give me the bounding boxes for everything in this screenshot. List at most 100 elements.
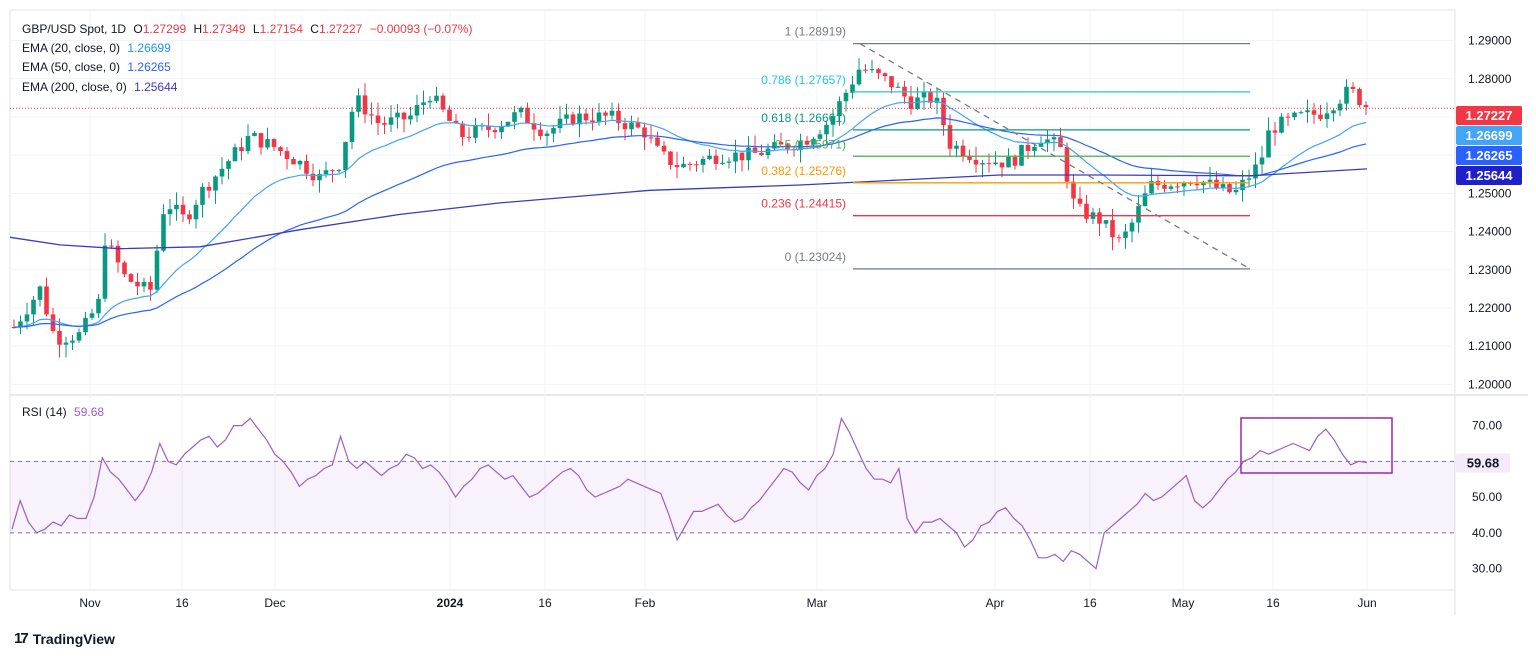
candle-body — [382, 123, 387, 125]
candle-body — [1357, 89, 1362, 106]
fib-level-label: 0.786 (1.27657) — [761, 73, 846, 87]
tradingview-brand[interactable]: 17 TradingView — [14, 630, 115, 647]
candle-body — [616, 110, 621, 124]
candle-body — [252, 133, 257, 136]
candle-body — [544, 133, 550, 136]
candle-body — [226, 161, 231, 169]
candle-body — [1019, 144, 1024, 166]
time-tick-label: Jun — [1357, 596, 1376, 610]
candle-body — [1162, 184, 1167, 189]
candle-body — [492, 130, 498, 133]
candle-body — [1272, 130, 1278, 133]
candle-body — [421, 102, 426, 106]
candle-body — [50, 314, 56, 331]
candle-body — [707, 155, 712, 159]
candle-body — [661, 145, 667, 152]
candle-body — [135, 281, 140, 287]
candle-body — [772, 142, 777, 149]
candle-body — [1233, 190, 1239, 193]
rsi-label: RSI (14) — [22, 405, 67, 419]
candle-body — [447, 109, 452, 121]
candle-body — [1084, 203, 1089, 219]
price-tick-label: 1.29000 — [1468, 34, 1512, 48]
candle-body — [76, 332, 82, 341]
candle-body — [24, 314, 30, 322]
candle-body — [206, 186, 212, 191]
time-tick-label: Apr — [986, 596, 1005, 610]
time-tick-label: May — [1172, 596, 1195, 610]
candle-body — [830, 116, 836, 125]
candle-body — [635, 122, 641, 128]
low-label: L — [252, 22, 260, 36]
candle-body — [869, 69, 875, 71]
candle-body — [811, 138, 816, 145]
candle-body — [336, 169, 342, 171]
candle-body — [122, 262, 127, 275]
candle-body — [1097, 212, 1102, 224]
candle-body — [531, 123, 537, 130]
candle-body — [37, 286, 43, 300]
candle-body — [1350, 86, 1356, 90]
ema200-value: 1.25644 — [134, 80, 178, 94]
candle-body — [622, 123, 628, 130]
candle-body — [388, 117, 394, 125]
candle-body — [837, 101, 842, 117]
rsi-value: 59.68 — [74, 405, 105, 419]
candle-body — [960, 145, 966, 157]
candle-body — [1006, 156, 1011, 168]
candle-body — [1298, 112, 1304, 114]
candle-body — [265, 139, 270, 148]
candle-body — [343, 141, 348, 170]
ema50-price-tag: 1.26265 — [1466, 148, 1513, 163]
candle-body — [278, 147, 283, 152]
candle-body — [993, 162, 998, 165]
time-tick-label: 16 — [1083, 596, 1097, 610]
time-tick-label: Feb — [635, 596, 656, 610]
candle-body — [876, 69, 881, 74]
candle-body — [1214, 179, 1219, 188]
candle-body — [687, 163, 693, 165]
candle-body — [317, 174, 322, 181]
candle-body — [284, 151, 290, 159]
candle-body — [245, 135, 251, 152]
high-value: 1.27349 — [202, 22, 246, 36]
candle-body — [1246, 178, 1252, 180]
candle-body — [1337, 103, 1343, 111]
ema200-price-tag-bg — [1456, 166, 1522, 185]
candle-body — [1025, 144, 1031, 151]
ema50-price-tag-bg — [1456, 146, 1522, 165]
fib-level-label: 1 (1.28919) — [785, 25, 846, 39]
candle-body — [1064, 147, 1070, 182]
time-tick-label: Mar — [807, 596, 828, 610]
candle-body — [148, 282, 153, 290]
candle-body — [863, 69, 868, 71]
candle-body — [239, 147, 244, 152]
price-tick-label: 1.25000 — [1468, 186, 1512, 200]
candle-body — [44, 286, 49, 315]
candle-body — [798, 140, 803, 151]
candle-body — [752, 147, 758, 153]
ema20-value: 1.26699 — [127, 41, 171, 55]
candle-body — [1207, 179, 1213, 182]
candle-body — [1175, 186, 1180, 188]
rsi-legend: RSI (14) 59.68 — [22, 405, 108, 419]
candle-body — [115, 245, 121, 263]
candle-body — [850, 84, 855, 93]
candle-body — [193, 204, 199, 220]
time-tick-label: Nov — [79, 596, 100, 610]
candle-body — [655, 137, 660, 146]
brand-label: TradingView — [32, 630, 115, 647]
candle-body — [57, 330, 62, 345]
candle-body — [967, 156, 972, 160]
candle-body — [986, 163, 992, 165]
time-tick-label: Dec — [264, 596, 285, 610]
candle-body — [1344, 86, 1349, 104]
candle-body — [1071, 181, 1076, 199]
candle-body — [356, 95, 361, 112]
candle-body — [1077, 198, 1083, 204]
candle-body — [1324, 113, 1330, 119]
candle-body — [232, 147, 238, 162]
candle-body — [733, 152, 738, 162]
candle-body — [486, 125, 491, 131]
